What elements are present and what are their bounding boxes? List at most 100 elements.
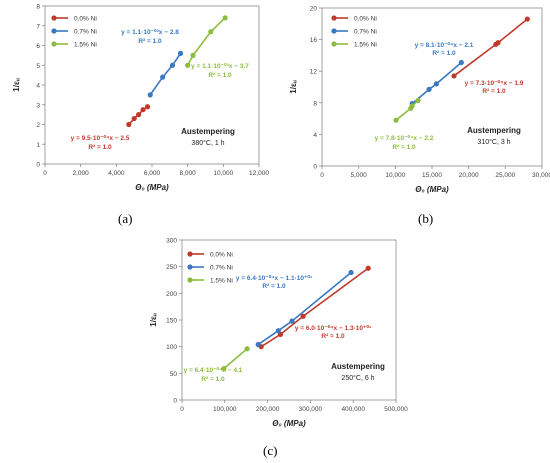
data-point	[160, 74, 166, 80]
y-tick-label: 3	[36, 102, 40, 109]
data-point	[221, 365, 227, 372]
data-point	[393, 117, 399, 123]
annotation-condition: 380°C, 1 h	[191, 139, 224, 147]
legend-label: 0.0% Ni	[74, 16, 97, 23]
chart-c: 0 50 100 150 200 250 300 0 100,000 200,000 300,000…	[140, 232, 410, 432]
panel-label-c: (c)	[263, 443, 278, 458]
y-tick-label: 20	[310, 6, 318, 13]
trendline-r2: R² = 1.0	[262, 283, 286, 290]
x-tick-label: 20,000	[459, 172, 479, 179]
x-axis-label: Θ₀ (MPa)	[135, 183, 169, 192]
series-line-2	[149, 52, 182, 96]
y-tick-label: 4	[36, 83, 40, 90]
legend-swatch-marker	[331, 28, 337, 34]
legend-label: 1.5% Ni	[74, 42, 97, 49]
x-tick-label: 0	[320, 172, 324, 179]
trendline-r2: R² = 1.0	[208, 72, 232, 79]
x-tick-label: 10,000	[385, 172, 405, 179]
legend-swatch-marker	[187, 251, 193, 257]
data-point	[147, 92, 153, 98]
trendline-r2: R² = 1.0	[432, 50, 456, 57]
trendline-equation: y = 7.8·10⁻⁰⁴x − 2.2	[375, 134, 434, 142]
x-tick-label: 0	[43, 170, 47, 177]
legend-swatch-marker	[187, 277, 193, 283]
legend-swatch-marker	[51, 15, 57, 21]
y-tick-label: 16	[310, 37, 318, 44]
trendline-r2: R² = 1.0	[392, 144, 416, 151]
annotation-title: Austempering	[181, 127, 235, 136]
panel-label-a: (a)	[118, 211, 133, 226]
trendline-equation: y = 6.0·10⁻⁰⁴x − 1.3·10⁺⁰¹	[295, 324, 371, 332]
legend-label: 0.0% Ni	[210, 252, 233, 259]
data-point	[126, 121, 132, 128]
y-tick-label: 6	[36, 43, 40, 50]
data-point	[426, 86, 432, 92]
chart-b: 0 4 8 12 16 20 0 5,000 10,000 15,000 20,000 25,000 3…	[282, 0, 550, 195]
y-tick-label: 4	[313, 132, 317, 139]
legend-swatch-marker	[51, 41, 57, 47]
legend-swatch-marker	[331, 41, 337, 47]
data-point	[451, 73, 457, 79]
legend-label: 0.7% Ni	[210, 265, 233, 272]
x-tick-label: 8,000	[180, 170, 197, 177]
x-tick-label: 15,000	[422, 172, 442, 179]
data-point	[289, 318, 295, 324]
data-point	[131, 115, 137, 122]
y-tick-label: 250	[166, 264, 177, 271]
x-tick-label: 6,000	[144, 170, 161, 177]
x-tick-label: 5,000	[351, 172, 368, 179]
x-tick-label: 400,000	[341, 406, 365, 413]
data-point	[136, 112, 142, 118]
data-point	[222, 15, 228, 21]
legend-label: 1.5% Ni	[354, 42, 377, 49]
legend-swatch-marker	[51, 28, 57, 34]
legend-swatch-marker	[331, 15, 337, 21]
x-tick-label: 300,000	[299, 406, 323, 413]
trendline-equation: y = 6.4·10⁻⁰⁴x − 4.1	[184, 366, 243, 374]
y-tick-label: 2	[36, 122, 40, 129]
trendline-equation: y = 1.1·10⁻⁰³x − 3.7	[191, 62, 249, 70]
series-line-3	[186, 17, 226, 66]
data-point	[208, 29, 214, 35]
y-axis-label: 1/εᵤ	[12, 78, 21, 91]
legend-label: 0.7% Ni	[74, 29, 97, 36]
trendline-r2: R² = 1.0	[88, 144, 112, 151]
x-axis-label: Θ₀ (MPa)	[272, 419, 306, 428]
y-tick-label: 0	[173, 398, 177, 405]
data-point	[169, 62, 176, 68]
y-tick-label: 100	[166, 344, 177, 351]
trendline-r2: R² = 1.0	[482, 88, 506, 95]
data-point	[458, 59, 464, 66]
x-tick-label: 2,000	[73, 170, 90, 177]
annotation-title: Austempering	[467, 126, 521, 135]
legend-label: 1.5% Ni	[210, 278, 233, 285]
data-point	[177, 50, 184, 57]
data-point	[300, 313, 306, 319]
trendline-r2: R² = 1.0	[138, 38, 162, 45]
x-tick-label: 100,000	[213, 406, 237, 413]
trendline-r2: R² = 1.0	[321, 333, 345, 340]
data-point	[255, 341, 261, 348]
y-tick-label: 1	[36, 142, 40, 149]
chart-a-svg: 0 1 2 3 4 5 6 7 8 0 2,000 4,000 6,000 8,000 10,000 12,0…	[12, 4, 269, 193]
y-tick-label: 300	[166, 238, 177, 245]
x-tick-label: 200,000	[256, 406, 280, 413]
y-tick-label: 5	[36, 63, 40, 70]
data-point	[275, 328, 281, 334]
trendline-equation: y = 9.5·10⁻⁰⁴x − 2.5	[71, 134, 130, 142]
y-tick-label: 150	[166, 318, 177, 325]
x-tick-label: 30,000	[532, 172, 550, 179]
trendline-equation: y = 8.1·10⁻⁰⁴x − 2.1	[415, 41, 474, 49]
chart-b-svg: 0 4 8 12 16 20 0 5,000 10,000 15,000 20,000 25,000 3…	[289, 6, 550, 195]
y-tick-label: 12	[310, 69, 318, 76]
y-tick-label: 8	[313, 100, 317, 107]
x-tick-label: 25,000	[495, 172, 515, 179]
y-axis-label: 1/εᵤ	[289, 80, 298, 93]
panel-label-b: (b)	[418, 211, 434, 226]
legend-label: 0.7% Ni	[354, 29, 377, 36]
legend-label: 0.0% Ni	[354, 16, 377, 23]
trendline-equation: y = 7.3·10⁻⁰⁴x − 1.9	[465, 79, 524, 87]
data-point	[524, 16, 530, 22]
x-axis-label: Θ₀ (MPa)	[415, 185, 449, 194]
series-line-2	[411, 61, 462, 105]
